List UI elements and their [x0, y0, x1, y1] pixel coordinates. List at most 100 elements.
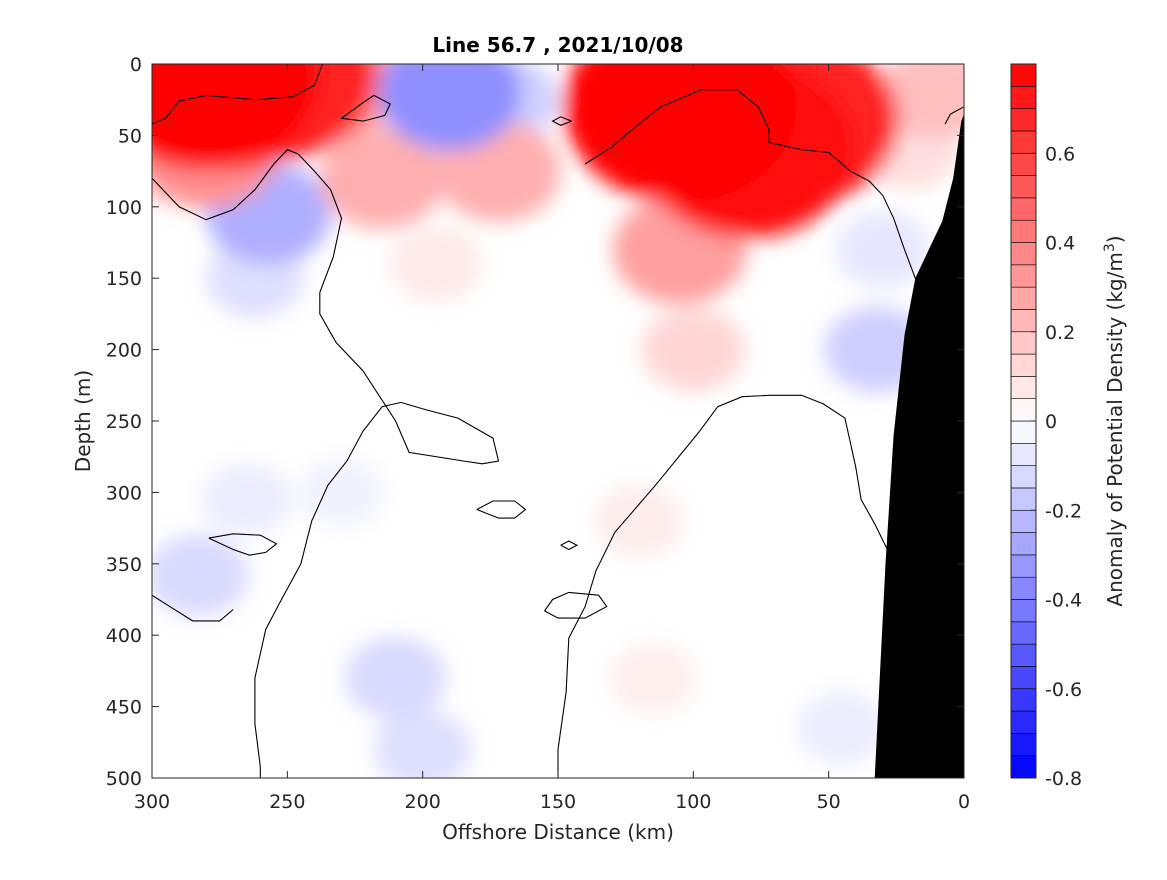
- colorbar-band-12: [1010, 487, 1037, 511]
- zero-contour-11: [152, 594, 234, 622]
- colorbar-band-11: [1010, 509, 1037, 533]
- colorbar-band-7: [1010, 599, 1037, 623]
- colorbar-band-19: [1010, 331, 1037, 355]
- colorbar-band-21: [1010, 286, 1037, 310]
- x-tick-label-2: 200: [405, 791, 441, 813]
- density-blob-5: [796, 691, 888, 765]
- colorbar-band-17: [1010, 376, 1037, 399]
- colorbar-band-14: [1010, 443, 1037, 466]
- x-tick-label-1: 250: [269, 791, 305, 813]
- colorbar: [1010, 63, 1037, 779]
- density-blob-3: [593, 484, 685, 558]
- colorbar-ticks: -0.8 -0.6 -0.4 -0.2 0 0.2 0.4 0.6: [1031, 143, 1082, 790]
- colorbar-band-20: [1010, 309, 1037, 333]
- zero-contour-7: [476, 500, 527, 519]
- colorbar-tick-label-4: 0: [1045, 411, 1057, 433]
- zero-contour-1: [152, 149, 500, 778]
- colorbar-label-superscript: 3: [1102, 243, 1118, 252]
- zero-contour-5: [551, 116, 572, 127]
- y-tick-label-0: 0: [130, 54, 142, 76]
- density-blob-13: [344, 637, 447, 720]
- y-tick-label-2: 100: [106, 197, 142, 219]
- colorbar-band-4: [1010, 666, 1037, 690]
- y-tick-label-4: 200: [106, 340, 142, 362]
- x-tick-label-0: 300: [134, 791, 170, 813]
- y-axis: 0 50 100 150 200 250 300 350 400 450 500: [106, 54, 964, 790]
- density-blob-12: [152, 534, 249, 617]
- density-blob-10: [373, 709, 472, 778]
- zero-contour-6: [208, 533, 278, 556]
- y-tick-label-5: 250: [106, 411, 142, 433]
- colorbar-band-18: [1010, 353, 1037, 377]
- colorbar-band-1: [1010, 733, 1037, 756]
- density-blob-29: [152, 64, 319, 171]
- colorbar-band-6: [1010, 621, 1037, 645]
- colorbar-band-31: [1010, 63, 1037, 87]
- colorbar-band-30: [1010, 86, 1037, 109]
- x-tick-label-5: 50: [817, 791, 841, 813]
- colorbar-band-2: [1010, 710, 1037, 734]
- colorbar-band-28: [1010, 130, 1037, 154]
- colorbar-band-0: [1010, 755, 1037, 779]
- x-axis: 300 250 200 150 100 50 0: [134, 64, 970, 813]
- density-blob-19: [319, 127, 445, 229]
- colorbar-label-prefix: Anomaly of Potential Density (kg/m: [1103, 252, 1127, 606]
- colorbar-band-22: [1010, 264, 1037, 288]
- bathymetry-shape: [874, 114, 964, 778]
- y-tick-label-10: 500: [106, 768, 142, 790]
- colorbar-band-5: [1010, 643, 1037, 667]
- x-tick-label-3: 150: [540, 791, 576, 813]
- y-tick-label-7: 350: [106, 554, 142, 576]
- colorbar-band-29: [1010, 108, 1037, 132]
- colorbar-tick-label-6: 0.4: [1045, 233, 1075, 255]
- density-blob-24: [378, 64, 522, 151]
- y-tick-label-1: 50: [118, 125, 142, 147]
- colorbar-tick-label-3: -0.2: [1045, 500, 1082, 522]
- colorbar-band-27: [1010, 152, 1037, 176]
- colorbar-tick-label-7: 0.6: [1045, 143, 1075, 165]
- chart-title: Line 56.7 , 2021/10/08: [432, 33, 683, 57]
- y-axis-label: Depth (m): [71, 370, 95, 472]
- y-tick-label-9: 450: [106, 697, 142, 719]
- colorbar-band-23: [1010, 242, 1037, 266]
- colorbar-band-26: [1010, 175, 1037, 199]
- zero-contour-4: [340, 94, 391, 122]
- x-tick-label-4: 100: [675, 791, 711, 813]
- colorbar-label: Anomaly of Potential Density (kg/m3): [1102, 235, 1127, 606]
- colorbar-band-3: [1010, 688, 1037, 712]
- density-blob-7: [835, 211, 930, 288]
- colorbar-tick-label-0: -0.8: [1045, 768, 1082, 790]
- density-blob-6: [389, 226, 483, 302]
- colorbar-band-24: [1010, 219, 1037, 243]
- density-blob-14: [641, 307, 746, 392]
- colorbar-label-suffix: ): [1103, 235, 1127, 243]
- density-blob-2: [608, 642, 698, 714]
- zero-contour-10: [944, 106, 964, 125]
- x-axis-label: Offshore Distance (km): [442, 820, 674, 844]
- colorbar-tick-label-5: 0.2: [1045, 322, 1075, 344]
- x-tick-label-6: 0: [958, 791, 970, 813]
- colorbar-band-16: [1010, 398, 1037, 422]
- zero-contour-0: [152, 64, 324, 125]
- density-field: [152, 64, 964, 778]
- colorbar-band-9: [1010, 554, 1037, 578]
- colorbar-band-25: [1010, 197, 1037, 221]
- colorbar-tick-label-2: -0.4: [1045, 590, 1082, 612]
- density-blob-30: [563, 64, 797, 203]
- colorbar-band-8: [1010, 576, 1037, 600]
- density-blob-0: [297, 457, 386, 528]
- density-blob-17: [878, 64, 964, 140]
- zero-contour-9: [544, 591, 608, 619]
- colorbar-band-13: [1010, 465, 1037, 489]
- colorbar-tick-label-1: -0.6: [1045, 679, 1082, 701]
- plot-content: [152, 64, 964, 778]
- colorbar-band-10: [1010, 532, 1037, 556]
- y-tick-label-8: 400: [106, 625, 142, 647]
- y-tick-label-3: 150: [106, 268, 142, 290]
- zero-contour-8: [560, 540, 579, 551]
- colorbar-band-15: [1010, 420, 1037, 444]
- density-blob-4: [201, 463, 293, 537]
- y-tick-label-6: 300: [106, 482, 142, 504]
